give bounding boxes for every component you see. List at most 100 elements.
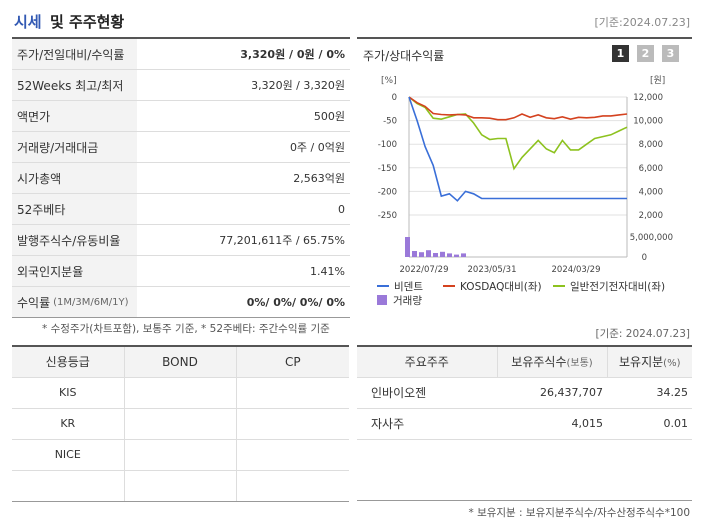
credit-header: 신용등급	[12, 346, 124, 378]
credit-agency: NICE	[12, 439, 124, 471]
quote-label: 외국인지분율	[12, 256, 137, 286]
credit-cp	[235, 470, 349, 502]
holder-name: 인바이오젠	[357, 377, 497, 409]
credit-bond	[123, 439, 236, 471]
right-tick-label: 10,000	[633, 117, 663, 127]
quote-value: 0%/ 0%/ 0%/ 0%	[246, 295, 345, 309]
holders-header: 보유지분(%)	[606, 346, 692, 378]
quote-value: 500원	[313, 110, 345, 123]
left-axis-unit: [%]	[381, 76, 397, 86]
chart-panel: 주가/상대수익률 1 2 3 [%] [원] 0 -50 -100 -150 -200 -25…	[357, 37, 692, 311]
quote-row: 주가/전일대비/수익률 3,320원 / 0원 / 0%	[12, 39, 350, 70]
holders-header: 주요주주	[357, 346, 497, 378]
credit-agency	[12, 470, 124, 502]
section-header: 시세 및 주주현황 [기준:2024.07.23]	[0, 0, 702, 34]
quote-value: 0	[338, 202, 345, 216]
left-tick-label: -200	[378, 187, 397, 197]
series-line	[408, 96, 627, 202]
holders-header-row: 주요주주 보유주식수(보통) 보유지분(%)	[357, 346, 692, 378]
quote-footnote: * 수정주가(차트포함), 보통주 기준, * 52주베타: 주간수익률 기준	[42, 323, 330, 335]
quote-value: 2,563억원	[293, 172, 345, 185]
credit-header: CP	[235, 346, 349, 378]
volume-bar	[419, 252, 424, 257]
credit-bond	[123, 470, 236, 502]
holders-header: 보유주식수(보통)	[496, 346, 607, 378]
legend-label: KOSDAQ대비(좌)	[460, 281, 542, 293]
quote-row: 52Weeks 최고/최저 3,320원 / 3,320원	[12, 70, 350, 101]
quote-row: 시가총액 2,563억원	[12, 163, 350, 194]
holders-reference-date: [기준: 2024.07.23]	[595, 328, 690, 340]
table-row: NICE	[12, 439, 349, 471]
right-axis-unit: [원]	[650, 75, 665, 86]
major-holders-table: 주요주주 보유주식수(보통) 보유지분(%) 인바이오젠 26,437,707 34…	[357, 345, 692, 440]
volume-bar	[447, 253, 452, 257]
table-row: 인바이오젠 26,437,707 34.25	[357, 377, 692, 409]
holder-shares: 26,437,707	[497, 377, 607, 409]
right-tick-label: 12,000	[633, 93, 663, 103]
x-tick-label: 2024/03/29	[552, 265, 601, 275]
left-tick-label: -250	[378, 211, 397, 221]
series-line	[408, 96, 628, 121]
quote-row: 52주베타 0	[12, 194, 350, 225]
holder-name: 자사주	[357, 408, 497, 440]
quote-row: 액면가 500원	[12, 101, 350, 132]
volume-bar	[454, 254, 459, 257]
quote-value: 1.41%	[310, 264, 345, 278]
quote-label: 주가/전일대비/수익률	[12, 39, 137, 69]
relative-return-chart: [%] [원] 0 -50 -100 -150 -200 -250 12,000 10,000 8,…	[377, 75, 673, 307]
credit-rating-table: 신용등급 BOND CP KIS KR NICE	[12, 345, 349, 502]
quote-row: 발행주식수/유동비율 77,201,611주 / 65.75%	[12, 225, 350, 256]
section-title-sub: 및 주주현황	[50, 13, 125, 31]
quote-label: 52Weeks 최고/최저	[12, 70, 137, 100]
table-row: KR	[12, 408, 349, 440]
quote-row: 수익률 (1M/3M/6M/1Y) 0%/ 0%/ 0%/ 0%	[12, 287, 350, 318]
volume-bar	[433, 253, 438, 257]
quote-value: 77,201,611주 / 65.75%	[219, 234, 345, 247]
quote-value: 3,320원 / 3,320원	[251, 79, 345, 92]
holders-header-pct: 보유지분	[619, 355, 664, 370]
holders-bottom-line	[357, 500, 692, 501]
holder-pct: 34.25	[607, 377, 692, 409]
right-tick-label: 4,000	[639, 187, 663, 197]
quote-label-text: 수익률	[17, 295, 51, 310]
quote-row: 거래량/거래대금 0주 / 0억원	[12, 132, 350, 163]
credit-header: BOND	[123, 346, 236, 378]
quote-label: 52주베타	[12, 194, 137, 224]
credit-bond	[123, 408, 236, 440]
volume-bar	[426, 250, 431, 257]
credit-cp	[235, 439, 349, 471]
chart-page-2-button[interactable]: 2	[637, 45, 654, 62]
holder-pct: 0.01	[607, 408, 692, 440]
volume-tick-label: 5,000,000	[630, 233, 673, 243]
right-tick-label: 2,000	[639, 211, 663, 221]
quote-label: 거래량/거래대금	[12, 132, 137, 162]
quote-table: 주가/전일대비/수익률 3,320원 / 0원 / 0% 52Weeks 최고/최…	[12, 37, 350, 318]
reference-date: [기준:2024.07.23]	[594, 16, 690, 29]
right-tick-label: 6,000	[639, 164, 663, 174]
left-tick-label: -150	[378, 164, 397, 174]
left-tick-label: -50	[383, 117, 397, 127]
quote-label-period: (1M/3M/6M/1Y)	[53, 296, 129, 308]
quote-value: 0주 / 0억원	[289, 141, 345, 154]
chart-page-1-button[interactable]: 1	[612, 45, 629, 62]
volume-bar	[405, 237, 410, 257]
chart-page-3-button[interactable]: 3	[662, 45, 679, 62]
right-tick-label: 8,000	[639, 140, 663, 150]
holders-header-pct-unit: (%)	[663, 358, 681, 370]
x-tick-label: 2023/05/31	[468, 265, 517, 275]
x-tick-label: 2022/07/29	[400, 265, 449, 275]
volume-bar	[440, 251, 445, 257]
quote-label: 발행주식수/유동비율	[12, 225, 137, 255]
volume-bar	[412, 251, 417, 257]
legend-label: 일반전기전자대비(좌)	[570, 280, 665, 293]
holders-header-shares: 보유주식수	[511, 355, 567, 370]
credit-header-row: 신용등급 BOND CP	[12, 346, 349, 378]
left-tick-label: 0	[392, 93, 397, 103]
legend-label: 비덴트	[394, 281, 423, 293]
legend-swatch	[377, 295, 387, 305]
quote-value: 3,320원 / 0원 / 0%	[240, 48, 345, 61]
credit-bond	[123, 377, 236, 409]
table-row: 자사주 4,015 0.01	[357, 408, 692, 440]
quote-label: 시가총액	[12, 163, 137, 193]
credit-cp	[235, 377, 349, 409]
